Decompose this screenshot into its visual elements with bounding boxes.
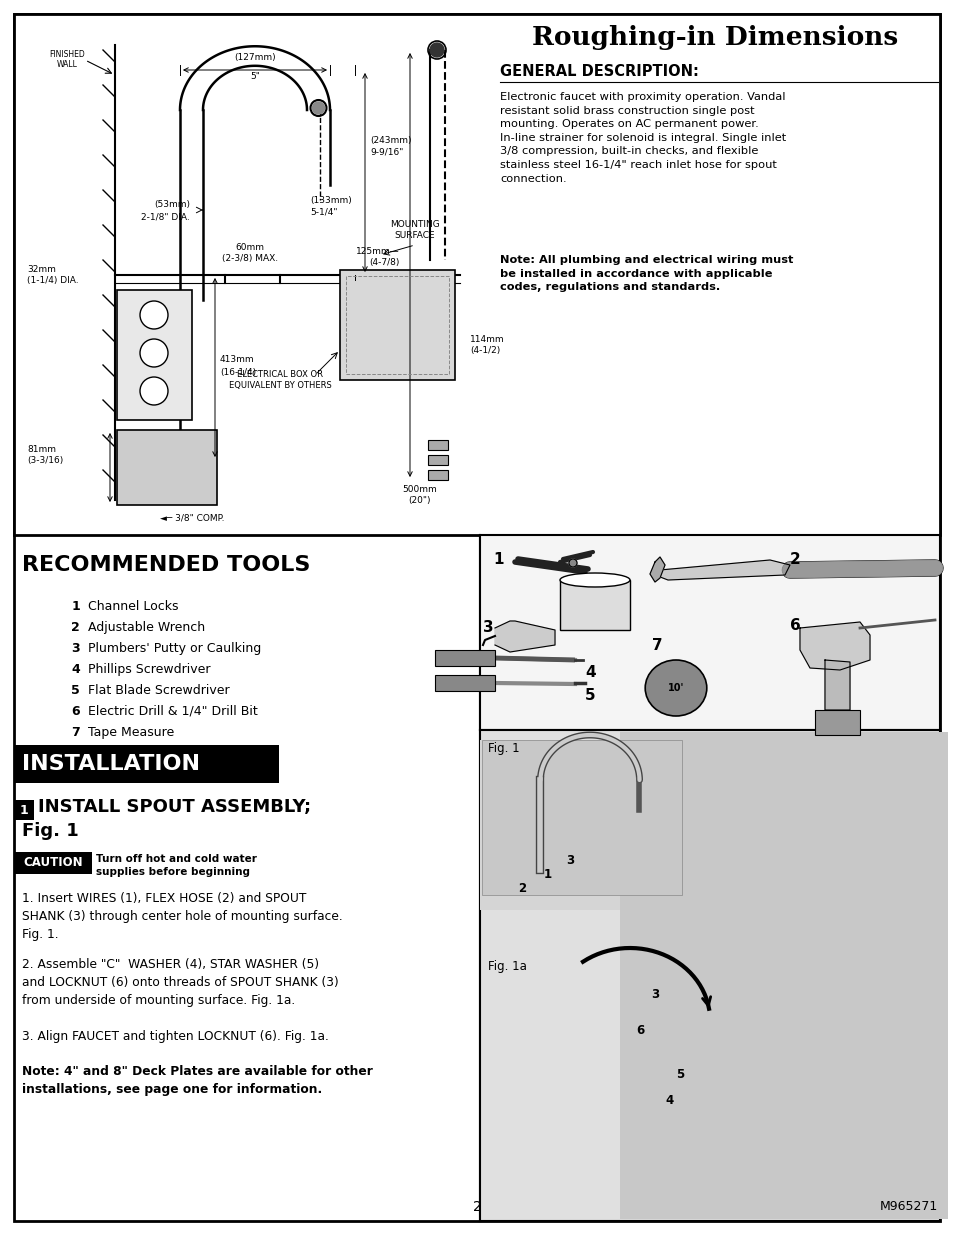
Text: 7: 7 (71, 726, 80, 739)
Text: Fig. 1: Fig. 1 (22, 823, 79, 840)
Text: 2: 2 (789, 552, 800, 567)
Text: (20"): (20") (408, 496, 431, 505)
Text: 3: 3 (71, 642, 80, 655)
Bar (435, 650, 495, 666)
Text: FINISHED
WALL: FINISHED WALL (49, 49, 85, 69)
Ellipse shape (559, 573, 629, 587)
Text: 2: 2 (517, 882, 525, 894)
Polygon shape (495, 621, 555, 652)
Text: 2-1/8" DIA.: 2-1/8" DIA. (141, 212, 190, 221)
Text: 5: 5 (71, 684, 80, 697)
Text: Fig. 1a: Fig. 1a (488, 960, 526, 973)
Text: (2-3/8) MAX.: (2-3/8) MAX. (222, 254, 277, 263)
Bar (14, 800, 34, 820)
Circle shape (430, 43, 443, 57)
Text: 81mm: 81mm (27, 446, 56, 454)
Bar (428, 440, 448, 450)
Circle shape (140, 301, 168, 329)
Text: 500mm: 500mm (402, 485, 436, 494)
Polygon shape (655, 559, 789, 580)
Text: 7: 7 (651, 638, 662, 653)
Text: 5: 5 (675, 1068, 683, 1082)
Text: 3. Align FAUCET and tighten LOCKNUT (6). Fig. 1a.: 3. Align FAUCET and tighten LOCKNUT (6).… (22, 1030, 329, 1044)
Bar (14, 852, 91, 874)
Text: (3-3/16): (3-3/16) (27, 457, 63, 466)
Text: Flat Blade Screwdriver: Flat Blade Screwdriver (88, 684, 230, 697)
Text: Phillips Screwdriver: Phillips Screwdriver (88, 663, 211, 676)
Bar (435, 676, 495, 692)
Text: ELECTRICAL BOX OR
EQUIVALENT BY OTHERS: ELECTRICAL BOX OR EQUIVALENT BY OTHERS (229, 370, 331, 390)
Bar (346, 275, 449, 374)
Text: GENERAL DESCRIPTION:: GENERAL DESCRIPTION: (499, 64, 699, 79)
Text: 3: 3 (565, 853, 574, 867)
Text: 125mm—: 125mm— (356, 247, 399, 257)
Text: 6: 6 (636, 1024, 643, 1036)
Bar (428, 471, 448, 480)
Text: M965271: M965271 (879, 1200, 937, 1214)
Bar (14, 745, 278, 783)
Text: 5: 5 (584, 688, 595, 703)
Circle shape (568, 559, 577, 567)
Text: 9-9/16": 9-9/16" (370, 147, 403, 157)
Text: 4: 4 (71, 663, 80, 676)
Text: 3: 3 (482, 620, 493, 635)
Text: (4-7/8): (4-7/8) (369, 258, 399, 268)
Text: (243mm): (243mm) (370, 136, 411, 144)
Text: Electric Drill & 1/4" Drill Bit: Electric Drill & 1/4" Drill Bit (88, 705, 257, 718)
Bar (479, 730, 939, 1221)
Bar (428, 454, 448, 466)
Text: Channel Locks: Channel Locks (88, 600, 178, 613)
Text: RECOMMENDED TOOLS: RECOMMENDED TOOLS (22, 555, 310, 576)
Text: CAUTION: CAUTION (23, 857, 83, 869)
Text: Roughing-in Dimensions: Roughing-in Dimensions (532, 26, 897, 51)
Bar (559, 580, 629, 630)
Text: Plumbers' Putty or Caulking: Plumbers' Putty or Caulking (88, 642, 261, 655)
Text: (133mm): (133mm) (310, 195, 352, 205)
Text: Adjustable Wrench: Adjustable Wrench (88, 621, 205, 634)
Text: Electronic faucet with proximity operation. Vandal
resistant solid brass constru: Electronic faucet with proximity operati… (499, 91, 785, 184)
Text: 1: 1 (493, 552, 503, 567)
Bar (339, 270, 455, 380)
Text: 1: 1 (543, 868, 552, 882)
Polygon shape (824, 659, 849, 710)
Text: 32mm: 32mm (27, 266, 56, 274)
Text: Turn off hot and cold water
supplies before beginning: Turn off hot and cold water supplies bef… (96, 853, 256, 877)
Bar (117, 430, 216, 505)
Text: Tape Measure: Tape Measure (88, 726, 174, 739)
Text: 2: 2 (71, 621, 80, 634)
Circle shape (140, 377, 168, 405)
Circle shape (140, 338, 168, 367)
Text: 60mm: 60mm (235, 243, 264, 252)
Text: 4: 4 (584, 664, 595, 680)
Bar (481, 740, 681, 895)
Bar (14, 14, 939, 535)
Text: 2: 2 (472, 1200, 481, 1214)
Text: 4: 4 (665, 1093, 674, 1107)
Text: (4-1/2): (4-1/2) (470, 347, 499, 356)
Text: 413mm: 413mm (220, 356, 254, 364)
Text: (1-1/4) DIA.: (1-1/4) DIA. (27, 277, 78, 285)
Text: 1: 1 (71, 600, 80, 613)
Text: 6: 6 (789, 618, 800, 634)
Text: (53mm): (53mm) (153, 200, 190, 210)
Bar (814, 710, 859, 735)
Text: 2. Assemble "C"  WASHER (4), STAR WASHER (5)
and LOCKNUT (6) onto threads of SPO: 2. Assemble "C" WASHER (4), STAR WASHER … (22, 958, 338, 1007)
Text: Note: 4" and 8" Deck Plates are available for other
installations, see page one : Note: 4" and 8" Deck Plates are availabl… (22, 1065, 373, 1095)
Polygon shape (800, 622, 869, 671)
Text: Fig. 1: Fig. 1 (488, 742, 519, 755)
Circle shape (313, 103, 324, 114)
Bar (117, 290, 192, 420)
Bar (479, 740, 937, 910)
Text: ◄─ 3/8" COMP.: ◄─ 3/8" COMP. (160, 514, 224, 522)
Text: 5": 5" (250, 72, 259, 82)
Text: (16-1/4): (16-1/4) (220, 368, 255, 377)
Text: INSTALLATION: INSTALLATION (22, 755, 200, 774)
Ellipse shape (644, 659, 706, 716)
Text: 6: 6 (71, 705, 80, 718)
Text: INSTALL SPOUT ASSEMBLY;: INSTALL SPOUT ASSEMBLY; (38, 798, 311, 816)
Bar (479, 535, 939, 730)
Text: 5-1/4": 5-1/4" (310, 207, 337, 216)
Text: (127mm): (127mm) (233, 53, 275, 62)
Text: 1. Insert WIRES (1), FLEX HOSE (2) and SPOUT
SHANK (3) through center hole of mo: 1. Insert WIRES (1), FLEX HOSE (2) and S… (22, 892, 342, 941)
Text: 3: 3 (650, 988, 659, 1002)
